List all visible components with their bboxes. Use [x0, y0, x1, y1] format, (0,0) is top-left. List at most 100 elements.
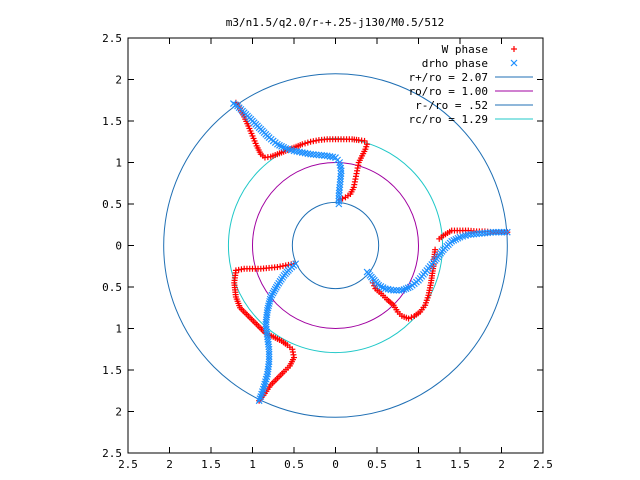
- legend-marker-1: [510, 59, 518, 67]
- point-s0-a1-17-1: [408, 314, 415, 321]
- point-s0-a1-17: [411, 313, 418, 320]
- x-tick-label-5: 0: [332, 458, 339, 471]
- legend-label-1: drho phase: [422, 57, 488, 70]
- point-s1-a1-15: [481, 229, 489, 237]
- legend-label-3: ro/ro = 1.00: [409, 85, 488, 98]
- point-s1-a0-0: [335, 200, 343, 208]
- point-s1-a1-14-2: [478, 229, 486, 237]
- point-s1-a0-3: [337, 175, 344, 183]
- point-s1-a1-13-1: [467, 231, 475, 238]
- point-s1-a1-11: [448, 237, 456, 245]
- chart-title: m3/n1.5/q2.0/r-+.25-j130/M0.5/512: [226, 16, 445, 29]
- x-tick-label-0: 2.5: [118, 458, 138, 471]
- y-tick-label-10: 2.5: [102, 32, 122, 45]
- point-s1-a0-12: [282, 144, 290, 152]
- point-s1-a0-8: [315, 151, 323, 159]
- axis-ticks: 2.5 2 1.5 1 0.5 0 0.5 1 1.5 2 2.52.521.510.500.511…: [102, 32, 553, 471]
- point-s1-a1-14: [473, 230, 481, 238]
- y-tick-label-5: 0: [115, 240, 122, 253]
- point-s1-a2-12: [257, 393, 265, 400]
- point-s0-a0-17: [307, 138, 314, 145]
- point-s1-a1-14-1: [475, 230, 483, 238]
- point-s1-a1-11-2: [452, 235, 460, 243]
- y-tick-label-4: 0.5: [102, 281, 122, 294]
- point-s1-a0-3-1: [337, 172, 345, 180]
- x-tick-label-10: 2.5: [533, 458, 553, 471]
- point-s1-a1-13: [464, 231, 472, 239]
- point-s1-a1-11-1: [450, 236, 458, 244]
- point-s1-a0-7-2: [318, 151, 326, 159]
- legend-label-0: W phase: [442, 43, 488, 56]
- x-tick-label-7: 1: [415, 458, 422, 471]
- point-s1-a0-19: [229, 100, 237, 107]
- point-s1-a2-8-1: [265, 348, 273, 356]
- point-s1-a1-5-1: [400, 286, 408, 293]
- point-s1-a2-13: [255, 397, 263, 405]
- point-s1-a1-11-3: [454, 234, 462, 242]
- point-s0-a0-17-1: [304, 139, 311, 146]
- point-s1-a1-17-1: [500, 228, 508, 236]
- y-tick-label-8: 1.5: [102, 115, 122, 128]
- y-tick-label-1: 2: [115, 406, 122, 419]
- x-tick-label-8: 1.5: [450, 458, 470, 471]
- point-s1-a1-13-2: [470, 230, 478, 238]
- point-s0-a0-0-1: [339, 195, 346, 202]
- x-tick-label-1: 2: [166, 458, 173, 471]
- circle-series-2: [163, 73, 508, 418]
- y-tick-label-0: 2.5: [102, 447, 122, 460]
- point-s1-a2-8: [265, 345, 273, 353]
- point-s1-a1-5-2: [402, 285, 410, 293]
- point-s1-a1-16-1: [492, 228, 500, 236]
- point-s1-a0-2-1: [336, 181, 344, 189]
- x-tick-label-2: 1.5: [201, 458, 221, 471]
- point-s1-a0-1: [335, 192, 343, 200]
- point-s1-a0-3-2: [337, 170, 345, 177]
- point-s1-a1-5: [398, 286, 406, 294]
- point-s1-a0-2-2: [336, 178, 344, 186]
- point-s1-a1-16: [489, 228, 497, 236]
- point-s1-a1-5-3: [404, 284, 412, 292]
- point-s1-a1-15-1: [484, 229, 492, 237]
- point-s0-a1-24: [372, 285, 379, 292]
- y-tick-label-3: 1: [115, 323, 122, 336]
- point-s1-a1-4: [390, 286, 398, 294]
- point-s1-a0-12-1: [280, 143, 288, 151]
- point-s1-a2-8-3: [265, 353, 273, 361]
- point-s1-a0-1-1: [335, 189, 343, 197]
- legend-marker-0: [511, 46, 517, 52]
- point-s1-a0-1-2: [335, 186, 343, 194]
- x-tick-label-4: 0.5: [284, 458, 304, 471]
- point-s0-a0-17-2: [302, 140, 309, 147]
- legend-label-2: r+/ro = 2.07: [409, 71, 488, 84]
- point-s1-a1-18: [503, 228, 511, 236]
- point-s1-a0-7-1: [321, 152, 328, 160]
- x-tick-label-9: 2: [498, 458, 505, 471]
- point-s1-a2-12-1: [256, 395, 264, 403]
- circle-series-5: [227, 137, 444, 354]
- circle-series-4: [291, 201, 380, 290]
- legend-label-5: rc/ro = 1.29: [409, 113, 488, 126]
- point-s0-a0-9: [364, 141, 371, 148]
- point-s1-a1-15-2: [487, 229, 494, 236]
- point-s1-a0-8-2: [309, 151, 317, 158]
- y-tick-label-6: 0.5: [102, 198, 122, 211]
- point-s1-a0-8-1: [312, 151, 320, 159]
- legend-label-4: r-/ro = .52: [415, 99, 488, 112]
- point-s1-a1-16-2: [495, 228, 503, 236]
- y-tick-label-9: 2: [115, 74, 122, 87]
- x-tick-label-6: 0.5: [367, 458, 387, 471]
- point-s1-a0-2: [336, 183, 344, 191]
- point-s1-a0-0-2: [335, 195, 343, 202]
- series-points: [229, 99, 511, 405]
- point-s1-a0-12-3: [276, 141, 283, 149]
- x-tick-label-3: 1: [249, 458, 256, 471]
- point-s1-a1-17: [498, 228, 505, 236]
- point-s1-a0-12-2: [278, 142, 285, 150]
- y-tick-label-7: 1: [115, 157, 122, 170]
- point-s1-a0-0-1: [335, 197, 343, 205]
- y-tick-label-2: 1.5: [102, 364, 122, 377]
- point-s1-a1-4-1: [392, 286, 400, 294]
- point-s1-a2-8-2: [265, 350, 273, 358]
